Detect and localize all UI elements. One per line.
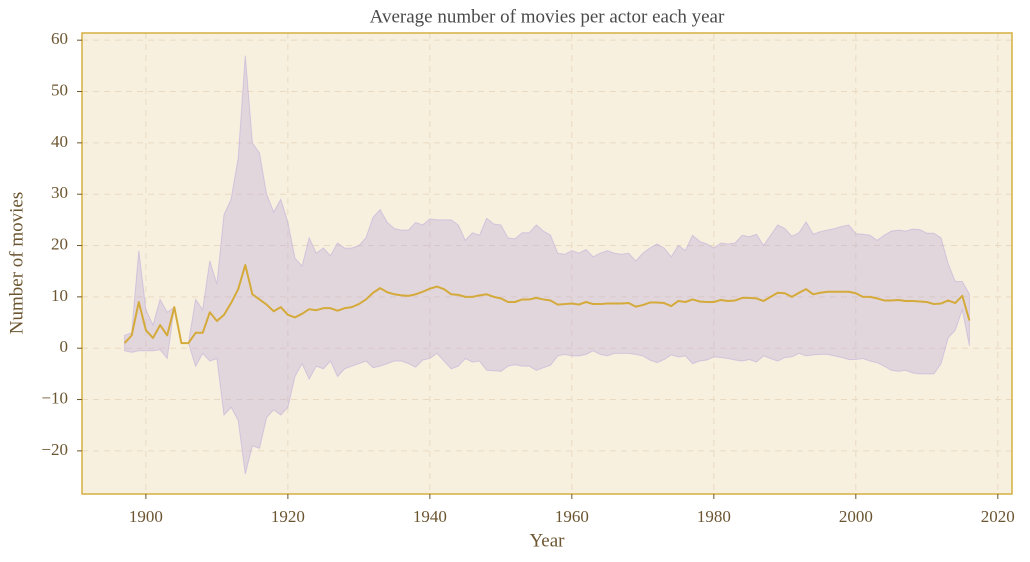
grid: [82, 33, 1012, 494]
x-tick-label: 2020: [981, 507, 1015, 526]
y-tick-label: 30: [51, 183, 68, 202]
chart-title: Average number of movies per actor each …: [370, 6, 725, 27]
y-tick-label: −20: [41, 440, 68, 459]
mean-line: [123, 264, 971, 345]
y-tick-label: 60: [51, 29, 68, 48]
y-tick-label: 50: [51, 80, 68, 99]
plot-frame: [81, 32, 1013, 495]
x-tick-label: 2000: [839, 507, 873, 526]
band-area: [124, 55, 970, 475]
y-axis-label: Number of movies: [6, 192, 27, 334]
x-tick-label: 1920: [271, 507, 305, 526]
marks: [123, 55, 971, 475]
y-tick-label: −10: [41, 388, 68, 407]
y-tick-label: 40: [51, 132, 68, 151]
x-tick-label: 1940: [413, 507, 447, 526]
x-tick-label: 1980: [697, 507, 731, 526]
y-tick-label: 20: [51, 234, 68, 253]
x-tick-label: 1900: [129, 507, 163, 526]
y-tick-label: 10: [51, 286, 68, 305]
x-tick-label: 1960: [555, 507, 589, 526]
y-tick-label: 0: [60, 337, 69, 356]
x-axis-label: Year: [529, 530, 565, 551]
